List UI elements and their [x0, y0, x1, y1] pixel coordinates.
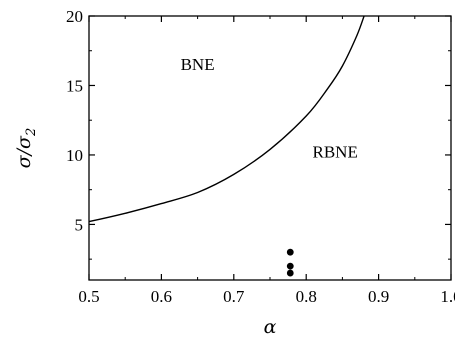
scatter-point: [286, 248, 294, 256]
x-tick-label: 0.8: [296, 287, 317, 306]
y-axis-title-main: σ/σ: [13, 135, 35, 168]
x-tick-label: 0.6: [151, 287, 172, 306]
region-label: BNE: [181, 55, 215, 74]
annotations-layer: BNE RBNE: [181, 55, 358, 162]
region-label: RBNE: [312, 143, 357, 162]
boundary-curve: [88, 15, 365, 223]
x-tick-label: 0.5: [78, 287, 99, 306]
x-tick-label: 0.9: [368, 287, 389, 306]
y-tick-label: 20: [66, 7, 83, 26]
y-tick-label: 10: [66, 146, 83, 165]
x-ticks: 0.5 0.6 0.7 0.8 0.9 1.0: [78, 16, 455, 306]
y-axis-title: σ/σ2: [13, 128, 39, 169]
y-ticks: 5 10 15 20: [66, 7, 451, 260]
x-tick-label: 1.0: [440, 287, 455, 306]
series-layer: [88, 15, 365, 277]
x-axis-title: α: [264, 316, 277, 338]
y-tick-label: 5: [75, 215, 84, 234]
svg-text:σ/σ2: σ/σ2: [13, 128, 39, 169]
scatter-point: [286, 269, 294, 277]
y-axis-title-sub: 2: [24, 128, 39, 137]
x-tick-label: 0.7: [223, 287, 245, 306]
y-tick-label: 15: [66, 76, 83, 95]
scatter-point: [286, 262, 294, 270]
plot-frame: [88, 15, 452, 281]
